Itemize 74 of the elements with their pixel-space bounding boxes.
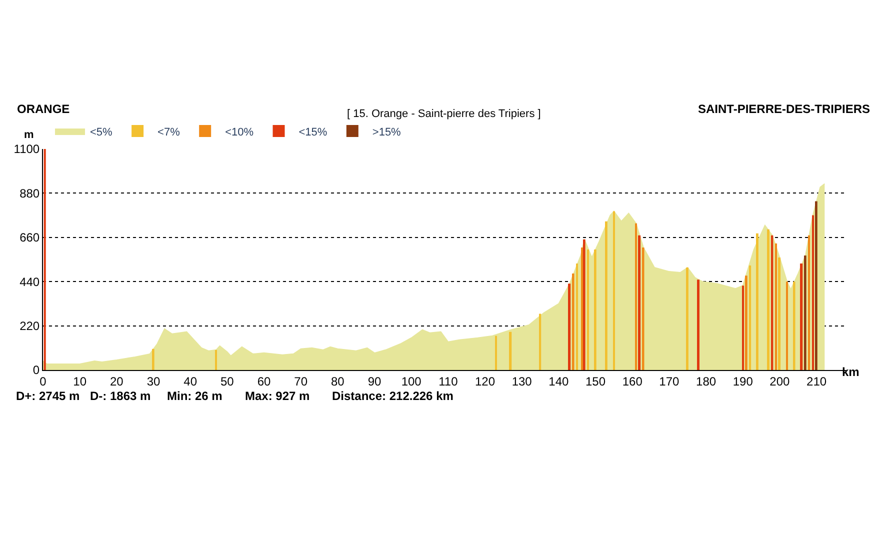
- bar: [572, 274, 574, 370]
- bar: [583, 239, 586, 370]
- x-tick-label: 20: [110, 374, 124, 388]
- bar: [152, 348, 154, 370]
- text: Max: 927 m: [245, 389, 310, 403]
- bar: [745, 276, 748, 370]
- y-tick-label: 0: [32, 363, 40, 378]
- y-axis-title: m: [24, 129, 34, 141]
- text: D+: 2745 m: [16, 389, 80, 403]
- y-tick-label: 440: [20, 274, 40, 289]
- y-tick-label: 880: [20, 186, 40, 200]
- legend-label: <7%: [158, 126, 180, 138]
- x-tick-label: 200: [770, 374, 790, 388]
- bar: [749, 266, 752, 370]
- text: Min: 26 m: [167, 389, 222, 403]
- legend-label: <15%: [298, 126, 328, 138]
- bar: [771, 235, 774, 370]
- bar: [215, 350, 217, 370]
- x-tick-label: 120: [475, 374, 496, 388]
- text: SAINT-PIERRE-DES-TRIPIERS: [698, 102, 870, 116]
- y-tick-label: 1100: [14, 142, 40, 156]
- x-tick-label: 70: [294, 374, 308, 388]
- x-tick-label: 150: [586, 374, 606, 388]
- y-tick-label: 660: [20, 230, 40, 245]
- bar: [686, 268, 688, 370]
- y-tick-label: 220: [20, 319, 40, 333]
- chart-title: [ 15. Orange - Saint-pierre des Tripiers ]: [347, 108, 541, 120]
- bar: [742, 286, 744, 370]
- x-tick-label: 140: [548, 374, 570, 388]
- bar: [756, 233, 758, 370]
- x-tick-label: 40: [184, 374, 198, 388]
- bar: [786, 282, 788, 370]
- bar: [697, 280, 700, 370]
- bar: [812, 215, 814, 370]
- x-tick-label: 110: [438, 374, 458, 388]
- bar: [605, 221, 608, 370]
- bar: [775, 243, 777, 370]
- legend-label: >15%: [372, 126, 402, 138]
- bar: [613, 211, 615, 370]
- x-tick-label: 60: [257, 374, 272, 388]
- bar: [635, 223, 637, 370]
- bar: [808, 235, 810, 370]
- x-tick-label: 50: [220, 374, 234, 388]
- text: ORANGE: [17, 102, 70, 116]
- x-tick-label: 30: [146, 374, 160, 388]
- bar: [495, 336, 497, 370]
- x-tick-label: 100: [401, 374, 422, 388]
- bar: [594, 249, 596, 370]
- x-tick-label: 90: [368, 374, 382, 388]
- x-tick-label: 210: [806, 374, 827, 388]
- bar: [638, 235, 641, 370]
- x-tick-label: 180: [696, 374, 716, 388]
- bar: [804, 255, 806, 370]
- bar: [793, 282, 796, 370]
- bar: [587, 249, 589, 370]
- legend-label: <5%: [90, 126, 113, 138]
- text: Distance: 212.226 km: [332, 389, 454, 403]
- bar: [509, 332, 512, 370]
- x-axis-title: km: [842, 365, 860, 379]
- x-tick-label: 160: [622, 374, 643, 388]
- bar: [800, 264, 803, 370]
- bar: [539, 314, 542, 370]
- legend-label: <10%: [225, 126, 254, 138]
- bar: [778, 257, 781, 370]
- x-tick-label: 10: [73, 374, 87, 388]
- x-tick-label: 190: [732, 374, 754, 388]
- bar: [568, 284, 571, 370]
- x-tick-label: 170: [659, 374, 680, 388]
- bar: [576, 264, 578, 370]
- x-tick-label: 130: [512, 374, 532, 388]
- x-tick-label: 80: [331, 374, 345, 388]
- bar: [767, 229, 770, 370]
- text: D-: 1863 m: [90, 389, 151, 403]
- bar: [815, 201, 818, 370]
